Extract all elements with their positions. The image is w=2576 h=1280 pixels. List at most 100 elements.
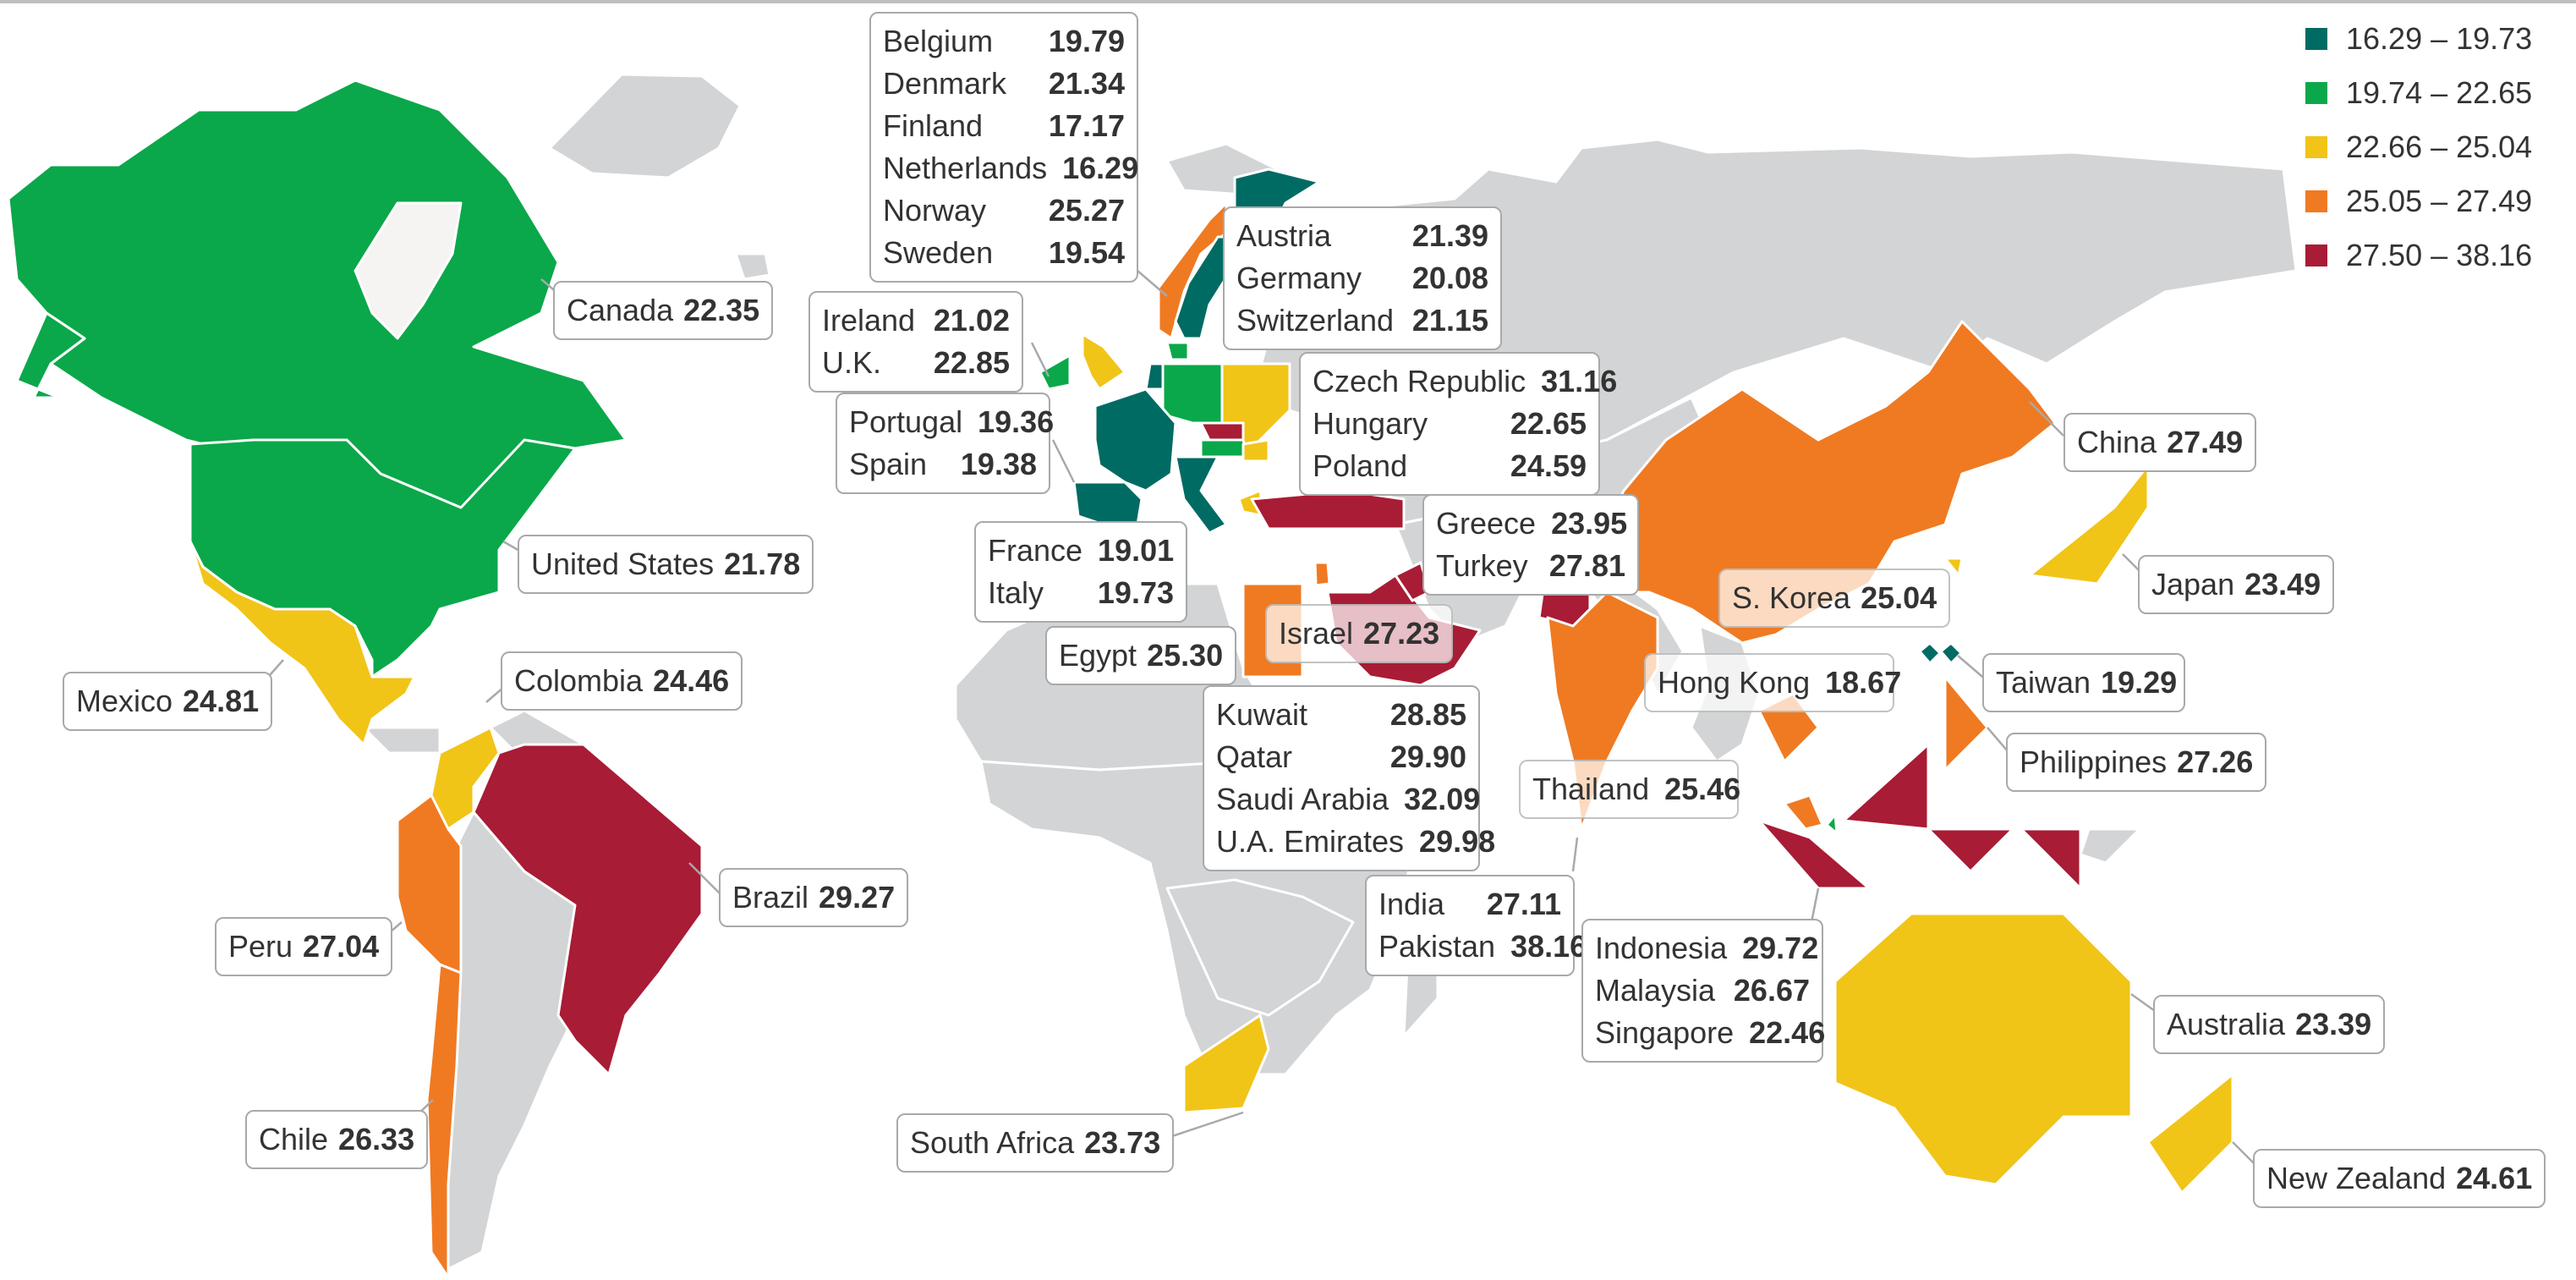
country-value: 27.26 (2177, 744, 2254, 779)
region-china (1588, 320, 2057, 645)
callout-peru: Peru 27.04 (215, 917, 393, 976)
callout-row: Poland 24.59 (1313, 445, 1587, 487)
callout-row: United States 21.78 (531, 543, 800, 585)
callout-row: Taiwan 19.29 (1996, 662, 2177, 704)
region-denmark (1165, 341, 1190, 361)
country-value: 16.29 (1062, 151, 1139, 185)
callout-row: Kuwait 28.85 (1216, 694, 1466, 736)
region-spain-portugal (1072, 481, 1143, 526)
country-value: 25.30 (1147, 638, 1224, 673)
leader-nordic (1137, 270, 1168, 297)
country-name: Malaysia (1595, 973, 1716, 1008)
callout-row: Italy 19.73 (988, 572, 1174, 614)
callout-row: Spain 19.38 (849, 443, 1037, 486)
country-name: Italy (988, 575, 1044, 610)
region-alaska (15, 311, 86, 399)
region-philippines (1943, 675, 1989, 772)
callout-row: Japan 23.49 (2151, 563, 2321, 606)
top-rule (0, 0, 2576, 3)
country-value: 22.46 (1749, 1015, 1826, 1050)
country-value: 29.98 (1419, 824, 1496, 859)
callout-row: Greece 23.95 (1436, 503, 1627, 545)
country-value: 22.65 (1510, 406, 1587, 441)
country-name: Kuwait (1216, 697, 1308, 732)
country-value: 24.61 (2456, 1161, 2533, 1195)
country-name: Indonesia (1595, 931, 1728, 965)
region-chile (425, 963, 463, 1279)
legend-swatch (2305, 82, 2327, 104)
region-indonesia-1 (1757, 819, 1871, 890)
callout-france-italy: France 19.01 Italy 19.73 (974, 521, 1187, 623)
country-name: U.K. (822, 345, 882, 380)
country-name: New Zealand (2266, 1161, 2447, 1195)
region-indonesia-2 (1842, 743, 1930, 831)
country-name: France (988, 533, 1083, 568)
legend-label: 22.66 – 25.04 (2346, 129, 2533, 164)
callout-row: Belgium 19.79 (883, 20, 1125, 63)
callout-taiwan: Taiwan 19.29 (1982, 653, 2185, 712)
country-name: Finland (883, 108, 984, 143)
region-uk (1081, 332, 1126, 391)
leader-ireland-uk (1030, 342, 1050, 377)
region-taiwan-hk-2 (1939, 641, 1963, 665)
callout-brazil: Brazil 29.27 (719, 868, 909, 927)
country-name: Belgium (883, 24, 994, 58)
callout-central-europe: Czech Republic 31.16 Hungary 22.65 Poland 24.… (1299, 352, 1617, 496)
country-value: 21.15 (1411, 303, 1488, 338)
country-name: Japan (2151, 567, 2235, 602)
callout-south-korea: S. Korea 25.04 (1718, 569, 1951, 628)
country-value: 31.16 (1541, 364, 1618, 398)
callout-row: Indonesia 29.72 (1595, 927, 1818, 970)
region-sweden (1174, 235, 1232, 340)
region-japan (2028, 464, 2150, 585)
country-name: Colombia (514, 663, 644, 698)
country-value: 23.49 (2244, 567, 2321, 602)
country-name: Norway (883, 193, 987, 228)
callout-row: Malaysia 26.67 (1595, 970, 1810, 1012)
country-value: 19.73 (1097, 575, 1174, 610)
callout-china: China 27.49 (2064, 413, 2257, 472)
region-indonesia-3 (1927, 827, 2014, 873)
callout-philippines: Philippines 27.26 (2006, 733, 2267, 792)
legend-item: 25.05 – 27.49 (2305, 174, 2532, 228)
country-name: U.A. Emirates (1216, 824, 1405, 859)
callout-gulf: Kuwait 28.85 Qatar 29.90 Saudi Arabia 32.09 U.… (1203, 685, 1495, 871)
callout-south-africa: South Africa 23.73 (896, 1113, 1175, 1173)
country-name: Peru (228, 929, 293, 964)
callout-australia: Australia 23.39 (2153, 995, 2386, 1054)
country-value: 17.17 (1048, 108, 1125, 143)
legend-swatch (2305, 136, 2327, 158)
country-value: 24.46 (653, 663, 730, 698)
legend-swatch (2305, 244, 2327, 266)
country-value: 21.78 (724, 547, 801, 581)
country-value: 24.59 (1510, 448, 1587, 483)
callout-row: Ireland 21.02 (822, 299, 1010, 342)
callout-row: Egypt 25.30 (1059, 635, 1223, 677)
leader-india (1571, 837, 1579, 872)
country-name: Israel (1279, 616, 1354, 651)
country-value: 27.11 (1486, 887, 1561, 921)
callout-row: Mexico 24.81 (76, 680, 259, 722)
region-south-africa (1182, 1014, 1270, 1114)
callout-row: Peru 27.04 (228, 926, 379, 968)
callout-row: India 27.11 (1378, 883, 1561, 926)
callout-chile: Chile 26.33 (245, 1110, 429, 1169)
country-value: 21.39 (1411, 218, 1488, 253)
legend-swatch (2305, 28, 2327, 50)
country-value: 29.27 (819, 880, 896, 915)
country-name: Hong Kong (1658, 665, 1811, 700)
callout-row: Chile 26.33 (259, 1118, 414, 1161)
legend-item: 19.74 – 22.65 (2305, 66, 2532, 120)
legend-swatch (2305, 190, 2327, 212)
leader-iberia (1051, 439, 1076, 483)
country-name: Taiwan (1996, 665, 2091, 700)
legend-item: 16.29 – 19.73 (2305, 12, 2532, 66)
country-name: Czech Republic (1313, 364, 1526, 398)
callout-israel: Israel 27.23 (1265, 604, 1454, 663)
country-value: 27.04 (303, 929, 380, 964)
country-value: 32.09 (1404, 782, 1481, 816)
region-mexico (189, 540, 416, 746)
callout-row: Norway 25.27 (883, 190, 1125, 232)
callout-row: Australia 23.39 (2167, 1003, 2371, 1046)
country-name: United States (531, 547, 715, 581)
